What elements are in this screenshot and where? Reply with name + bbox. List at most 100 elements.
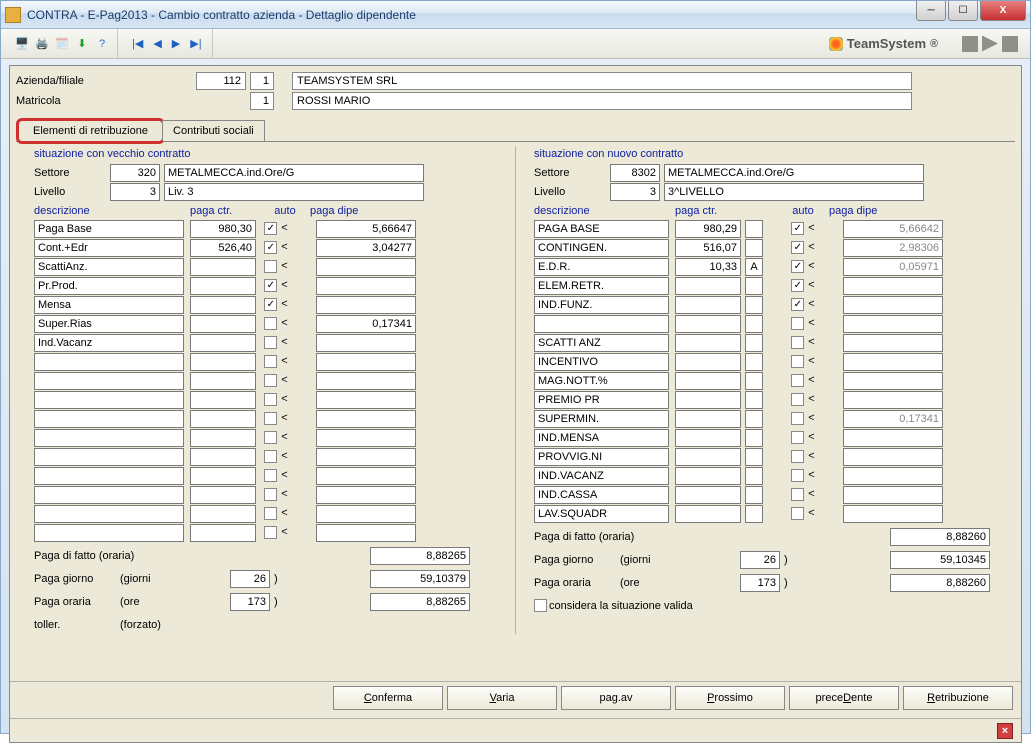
- ctr-cell[interactable]: [190, 334, 256, 352]
- minimize-button[interactable]: ─: [916, 1, 946, 21]
- desc-cell[interactable]: [34, 486, 184, 504]
- ctr-cell[interactable]: 10,33: [675, 258, 741, 276]
- desc-cell[interactable]: IND.CASSA: [534, 486, 669, 504]
- extra-cell[interactable]: [745, 410, 763, 428]
- desc-cell[interactable]: [534, 315, 669, 333]
- dipe-cell[interactable]: [843, 334, 943, 352]
- dipe-cell[interactable]: [316, 505, 416, 523]
- dipe-cell[interactable]: [843, 391, 943, 409]
- dipe-cell[interactable]: 2,98306: [843, 239, 943, 257]
- ctr-cell[interactable]: 980,29: [675, 220, 741, 238]
- dipe-cell[interactable]: [316, 448, 416, 466]
- ctr-cell[interactable]: [675, 334, 741, 352]
- dipe-cell[interactable]: 0,17341: [843, 410, 943, 428]
- dipe-cell[interactable]: [843, 315, 943, 333]
- dipe-cell[interactable]: [843, 448, 943, 466]
- help-icon[interactable]: ?: [93, 35, 111, 53]
- dipe-cell[interactable]: [843, 353, 943, 371]
- ctr-cell[interactable]: 980,30: [190, 220, 256, 238]
- tb-shape-3[interactable]: [1002, 36, 1018, 52]
- auto-checkbox[interactable]: [264, 393, 277, 406]
- ctr-cell[interactable]: [190, 258, 256, 276]
- dipe-cell[interactable]: 5,66642: [843, 220, 943, 238]
- auto-checkbox[interactable]: [791, 412, 804, 425]
- azienda-code[interactable]: 112: [196, 72, 246, 90]
- dipe-cell[interactable]: [316, 372, 416, 390]
- desc-cell[interactable]: [34, 467, 184, 485]
- desc-cell[interactable]: Paga Base: [34, 220, 184, 238]
- ctr-cell[interactable]: [190, 448, 256, 466]
- dipe-cell[interactable]: [316, 429, 416, 447]
- ctr-cell[interactable]: [190, 277, 256, 295]
- ctr-cell[interactable]: [675, 372, 741, 390]
- extra-cell[interactable]: [745, 277, 763, 295]
- desc-cell[interactable]: INCENTIVO: [534, 353, 669, 371]
- new-settore-code[interactable]: 8302: [610, 164, 660, 182]
- desc-cell[interactable]: Mensa: [34, 296, 184, 314]
- auto-checkbox[interactable]: [264, 526, 277, 539]
- desc-cell[interactable]: [34, 372, 184, 390]
- auto-checkbox[interactable]: ✓: [264, 298, 277, 311]
- dipe-cell[interactable]: [843, 372, 943, 390]
- screen-icon[interactable]: 🖥️: [13, 35, 31, 53]
- ctr-cell[interactable]: [675, 353, 741, 371]
- considera-checkbox[interactable]: [534, 599, 547, 612]
- nav-last-icon[interactable]: ▶|: [186, 37, 205, 50]
- auto-checkbox[interactable]: [791, 336, 804, 349]
- desc-cell[interactable]: [34, 353, 184, 371]
- pagav-button[interactable]: pag.av: [561, 686, 671, 710]
- dipe-cell[interactable]: [316, 353, 416, 371]
- maximize-button[interactable]: ☐: [948, 1, 978, 21]
- extra-cell[interactable]: [745, 353, 763, 371]
- auto-checkbox[interactable]: [264, 336, 277, 349]
- dipe-cell[interactable]: [843, 277, 943, 295]
- dipe-cell[interactable]: [316, 258, 416, 276]
- close-button[interactable]: X: [980, 1, 1026, 21]
- ctr-cell[interactable]: [190, 391, 256, 409]
- extra-cell[interactable]: [745, 486, 763, 504]
- ctr-cell[interactable]: [675, 448, 741, 466]
- desc-cell[interactable]: Cont.+Edr: [34, 239, 184, 257]
- new-ore-val[interactable]: 173: [740, 574, 780, 592]
- tab-elementi[interactable]: Elementi di retribuzione: [16, 118, 165, 144]
- desc-cell[interactable]: [34, 391, 184, 409]
- dipe-cell[interactable]: [316, 391, 416, 409]
- dipe-cell[interactable]: [316, 296, 416, 314]
- dipe-cell[interactable]: [316, 334, 416, 352]
- desc-cell[interactable]: ELEM.RETR.: [534, 277, 669, 295]
- auto-checkbox[interactable]: [791, 450, 804, 463]
- conferma-button[interactable]: Conferma: [333, 686, 443, 710]
- auto-checkbox[interactable]: ✓: [791, 260, 804, 273]
- dipe-cell[interactable]: [843, 429, 943, 447]
- extra-cell[interactable]: [745, 315, 763, 333]
- nav-first-icon[interactable]: |◀: [128, 37, 147, 50]
- desc-cell[interactable]: CONTINGEN.: [534, 239, 669, 257]
- new-livello-code[interactable]: 3: [610, 183, 660, 201]
- ctr-cell[interactable]: [675, 410, 741, 428]
- desc-cell[interactable]: SCATTI ANZ: [534, 334, 669, 352]
- auto-checkbox[interactable]: ✓: [264, 222, 277, 235]
- auto-checkbox[interactable]: [791, 393, 804, 406]
- auto-checkbox[interactable]: [264, 450, 277, 463]
- ctr-cell[interactable]: [190, 372, 256, 390]
- retribuzione-button[interactable]: Retribuzione: [903, 686, 1013, 710]
- ctr-cell[interactable]: [190, 467, 256, 485]
- matricola-code[interactable]: 1: [250, 92, 274, 110]
- desc-cell[interactable]: IND.FUNZ.: [534, 296, 669, 314]
- ctr-cell[interactable]: [675, 277, 741, 295]
- extra-cell[interactable]: [745, 334, 763, 352]
- schedule-icon[interactable]: 🗓️: [53, 35, 71, 53]
- ctr-cell[interactable]: [190, 296, 256, 314]
- old-settore-code[interactable]: 320: [110, 164, 160, 182]
- old-livello-code[interactable]: 3: [110, 183, 160, 201]
- dipe-cell[interactable]: [843, 467, 943, 485]
- extra-cell[interactable]: [745, 391, 763, 409]
- auto-checkbox[interactable]: [264, 355, 277, 368]
- desc-cell[interactable]: PAGA BASE: [534, 220, 669, 238]
- ctr-cell[interactable]: [190, 315, 256, 333]
- ctr-cell[interactable]: [675, 467, 741, 485]
- dipe-cell[interactable]: [316, 277, 416, 295]
- prossimo-button[interactable]: Prossimo: [675, 686, 785, 710]
- azienda-name[interactable]: TEAMSYSTEM SRL: [292, 72, 912, 90]
- auto-checkbox[interactable]: ✓: [791, 298, 804, 311]
